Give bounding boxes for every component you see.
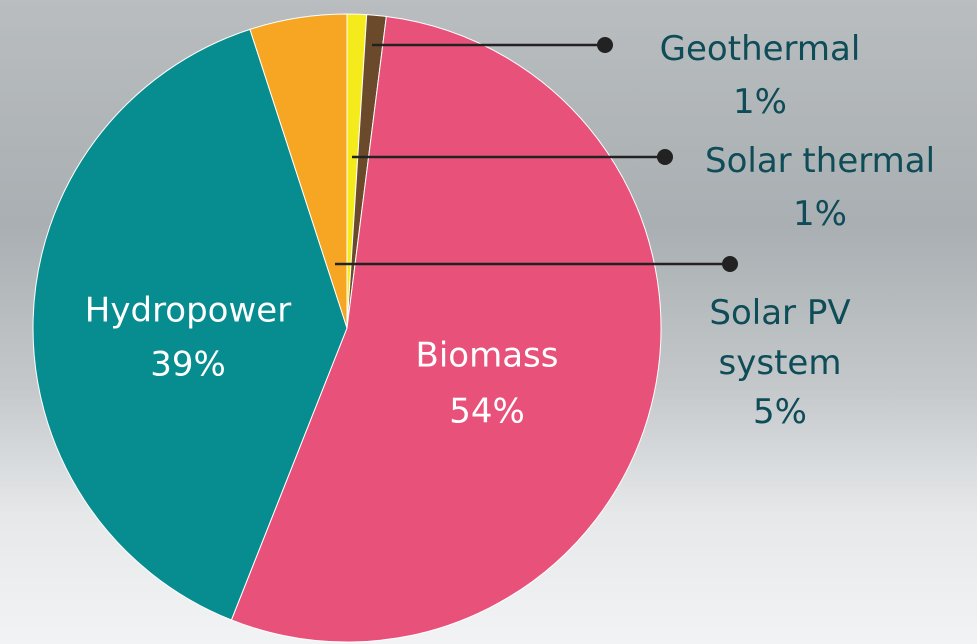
value-label: 1% [630, 77, 890, 127]
value-label: 5% [650, 387, 910, 437]
slice-label: Solar PV system [695, 288, 865, 388]
slice-label: Solar thermal [690, 136, 950, 186]
value-label: 54% [449, 392, 525, 432]
slice-label: Geothermal [630, 24, 890, 74]
slice-label: Biomass [416, 336, 559, 376]
slice-label: Hydropower [85, 291, 291, 331]
value-label: 1% [690, 189, 950, 239]
leader-dot [722, 256, 738, 272]
value-label: 39% [150, 345, 226, 385]
leader-dot [657, 149, 673, 165]
leader-dot [597, 37, 613, 53]
chart: Biomass54%Hydropower39% Solar thermal1%G… [0, 0, 977, 644]
